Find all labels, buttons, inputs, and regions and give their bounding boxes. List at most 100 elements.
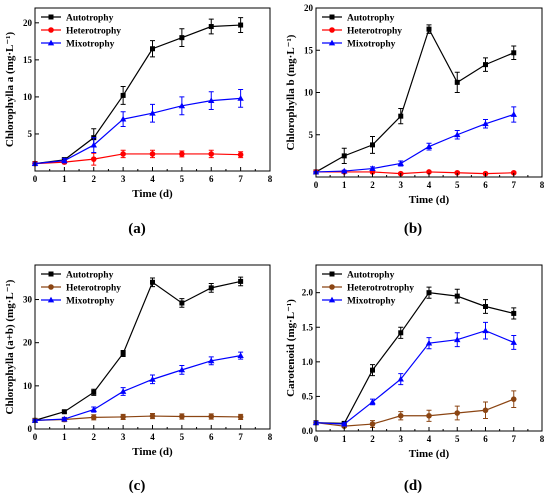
- panel-3-series-2-line: [34, 355, 241, 421]
- panel-1-series-2-point-2: [90, 141, 97, 148]
- panel-1-series-2-point-1: [61, 157, 68, 164]
- panel-2-ytick-label-1: 10: [304, 88, 314, 98]
- panel-4-legend: Autotrophy Heterotrotrophy Mixotrophy: [322, 271, 414, 307]
- panel-1-legend-marker-0: [48, 14, 54, 20]
- panel-1-series-1-point-5: [179, 151, 185, 157]
- panel-3-ytick-label-0: 0: [28, 424, 33, 434]
- panel-2-xtick-label-8: 8: [540, 180, 545, 190]
- panel-4-xtick-label-7: 7: [512, 434, 517, 444]
- panel-1-legend-label-1: Heterotrophy: [66, 27, 121, 37]
- panel-3-series-1-point-6: [208, 413, 215, 420]
- panel-4-series-1-point-3: [397, 412, 404, 419]
- panel-4-xtick-label-2: 2: [370, 434, 375, 444]
- panel-2-xtick-label-4: 4: [427, 180, 432, 190]
- panel-2-series-0-point-2: [370, 142, 375, 148]
- panel-4-legend-label-2: Mixotrophy: [347, 297, 396, 307]
- panel-1-series-2-point-4: [149, 109, 156, 116]
- panel-1-xtick-label-1: 1: [62, 174, 67, 184]
- panel-4-series-2-point-1: [341, 420, 348, 427]
- panel-4-legend-marker-1: [329, 284, 335, 290]
- panel-4-ytick-label-0: 0.0: [302, 426, 314, 436]
- panel-4-legend-label-1: Heterotrotrophy: [347, 284, 414, 294]
- panel-2-series-2: [312, 106, 517, 175]
- panel-1-ytick-label-0: 5: [28, 129, 33, 139]
- panel-4-series-2-point-5: [454, 336, 461, 343]
- panel-1-xtick-label-2: 2: [92, 174, 97, 184]
- panel-2-xtick-label-3: 3: [399, 180, 404, 190]
- panel-3-xtick-label-5: 5: [180, 432, 185, 442]
- panel-1-xtick-label-8: 8: [268, 174, 273, 184]
- panel-4-series-2-point-6: [482, 327, 489, 334]
- panel-3-legend-label-0: Autotrophy: [66, 271, 114, 281]
- panel-1-xtick-label-0: 0: [33, 174, 38, 184]
- panel-3-legend-marker-1: [48, 284, 54, 290]
- panel-3-series-0-point-5: [179, 300, 185, 306]
- panel-2-series-0-line: [315, 27, 514, 173]
- panel-2-legend-marker-2: [328, 39, 336, 46]
- panel-3-series-0-point-1: [61, 409, 67, 415]
- panel-2-legend-marker-0: [329, 14, 335, 20]
- panel-3-series-1-point-5: [179, 413, 185, 420]
- panel-2-series-2-point-6: [482, 120, 489, 127]
- panel-1-legend-marker-2: [47, 39, 55, 46]
- panel-1-series-1: [32, 149, 244, 167]
- panel-4-series-2-point-3: [397, 375, 404, 382]
- panel-2-series-2-point-2: [369, 165, 376, 171]
- panel-2-series-2-point-3: [397, 160, 404, 166]
- panel-3-legend: Autotrophy Heterotrophy Mixotrophy: [41, 271, 121, 307]
- panel-4-series-1-point-7: [510, 396, 517, 402]
- panel-3-series-2-point-6: [208, 357, 215, 364]
- panel-3-series-0-point-4: [150, 279, 155, 285]
- panel-3-legend-label-2: Mixotrophy: [66, 297, 115, 307]
- panel-4-series-0-line: [315, 292, 514, 425]
- panel-2-ytick-label-2: 15: [304, 45, 314, 55]
- panel-2: 0 1 2 3 4 5 6 7 8 5 10 15 20 Time (d) Chlorophylla b (…: [285, 3, 545, 237]
- panel-2-xtick-label-7: 7: [512, 180, 517, 190]
- panel-3-series-0-point-6: [208, 285, 214, 291]
- panel-4-legend-marker-0: [329, 271, 335, 277]
- panel-4-xtick-label-1: 1: [342, 434, 347, 444]
- panel-3-series-2-point-7: [237, 352, 244, 359]
- panel-2-legend: Autotrophy Heterotrophy Mixotrophy: [322, 14, 402, 50]
- panel-2-xtick-label-6: 6: [483, 180, 488, 190]
- panel-4-ylabel: Carotenoid (mg·L⁻¹): [285, 299, 297, 397]
- panel-1-ytick-label-2: 15: [23, 55, 33, 65]
- panel-2-ylabel: Chlorophylla b (mg·L⁻¹): [285, 34, 297, 150]
- panel-1-series-0-line: [34, 24, 241, 165]
- panel-2-series-1-point-4: [426, 169, 432, 175]
- panel-4-ytick-label-4: 2.0: [302, 288, 314, 298]
- panel-2-legend-label-1: Heterotrophy: [347, 27, 402, 37]
- panel-3-series-0-line: [34, 280, 241, 421]
- panel-4-xtick-label-6: 6: [483, 434, 488, 444]
- panel-4-series-2-line: [315, 330, 514, 425]
- panel-3-legend-marker-0: [48, 271, 54, 277]
- panel-4-xtick-label-4: 4: [427, 434, 432, 444]
- panel-4-xtick-label-3: 3: [399, 434, 404, 444]
- panel-4-ytick-label-3: 1.5: [302, 322, 314, 332]
- panel-1-xtick-label-3: 3: [121, 174, 126, 184]
- panel-1-legend-label-2: Mixotrophy: [66, 40, 115, 50]
- panel-3-series-2-point-2: [90, 406, 97, 412]
- panel-2-xtick-label-1: 1: [342, 180, 347, 190]
- panel-1: 0 1 2 3 4 5 6 7 8 5 10 15 20 Time (d) Chlorophylla a (…: [4, 7, 273, 237]
- panel-3-series-1-point-3: [120, 414, 126, 420]
- panel-3-xtick-label-0: 0: [33, 432, 38, 442]
- panel-2-series-1-point-5: [454, 169, 461, 176]
- panel-4-ytick-label-1: 0.5: [302, 391, 314, 401]
- panel-4: 0 1 2 3 4 5 6 7 8 0.0 0.5 1.0 1.5 2.0 Time (d) Caroteno…: [285, 264, 545, 494]
- panel-4-label: (d): [404, 478, 422, 494]
- panel-4-legend-marker-2: [328, 296, 336, 303]
- panel-3-xtick-label-3: 3: [121, 432, 126, 442]
- panel-1-xtick-label-4: 4: [150, 174, 155, 184]
- panel-1-series-2: [31, 89, 244, 166]
- panel-4-series-0-point-7: [511, 310, 517, 316]
- panel-1-series-1-point-4: [149, 151, 156, 157]
- panel-2-xlabel: Time (d): [409, 194, 450, 206]
- panel-1-series-0-point-7: [238, 22, 244, 28]
- panel-1-series-2-point-6: [208, 97, 215, 104]
- panel-2-legend-label-0: Autotrophy: [347, 14, 395, 24]
- panel-1-series-1-point-6: [208, 151, 215, 157]
- panel-1-series-0-point-6: [208, 24, 214, 30]
- panel-4-series-2-point-4: [425, 339, 433, 346]
- panel-3-series-0-point-2: [91, 389, 97, 395]
